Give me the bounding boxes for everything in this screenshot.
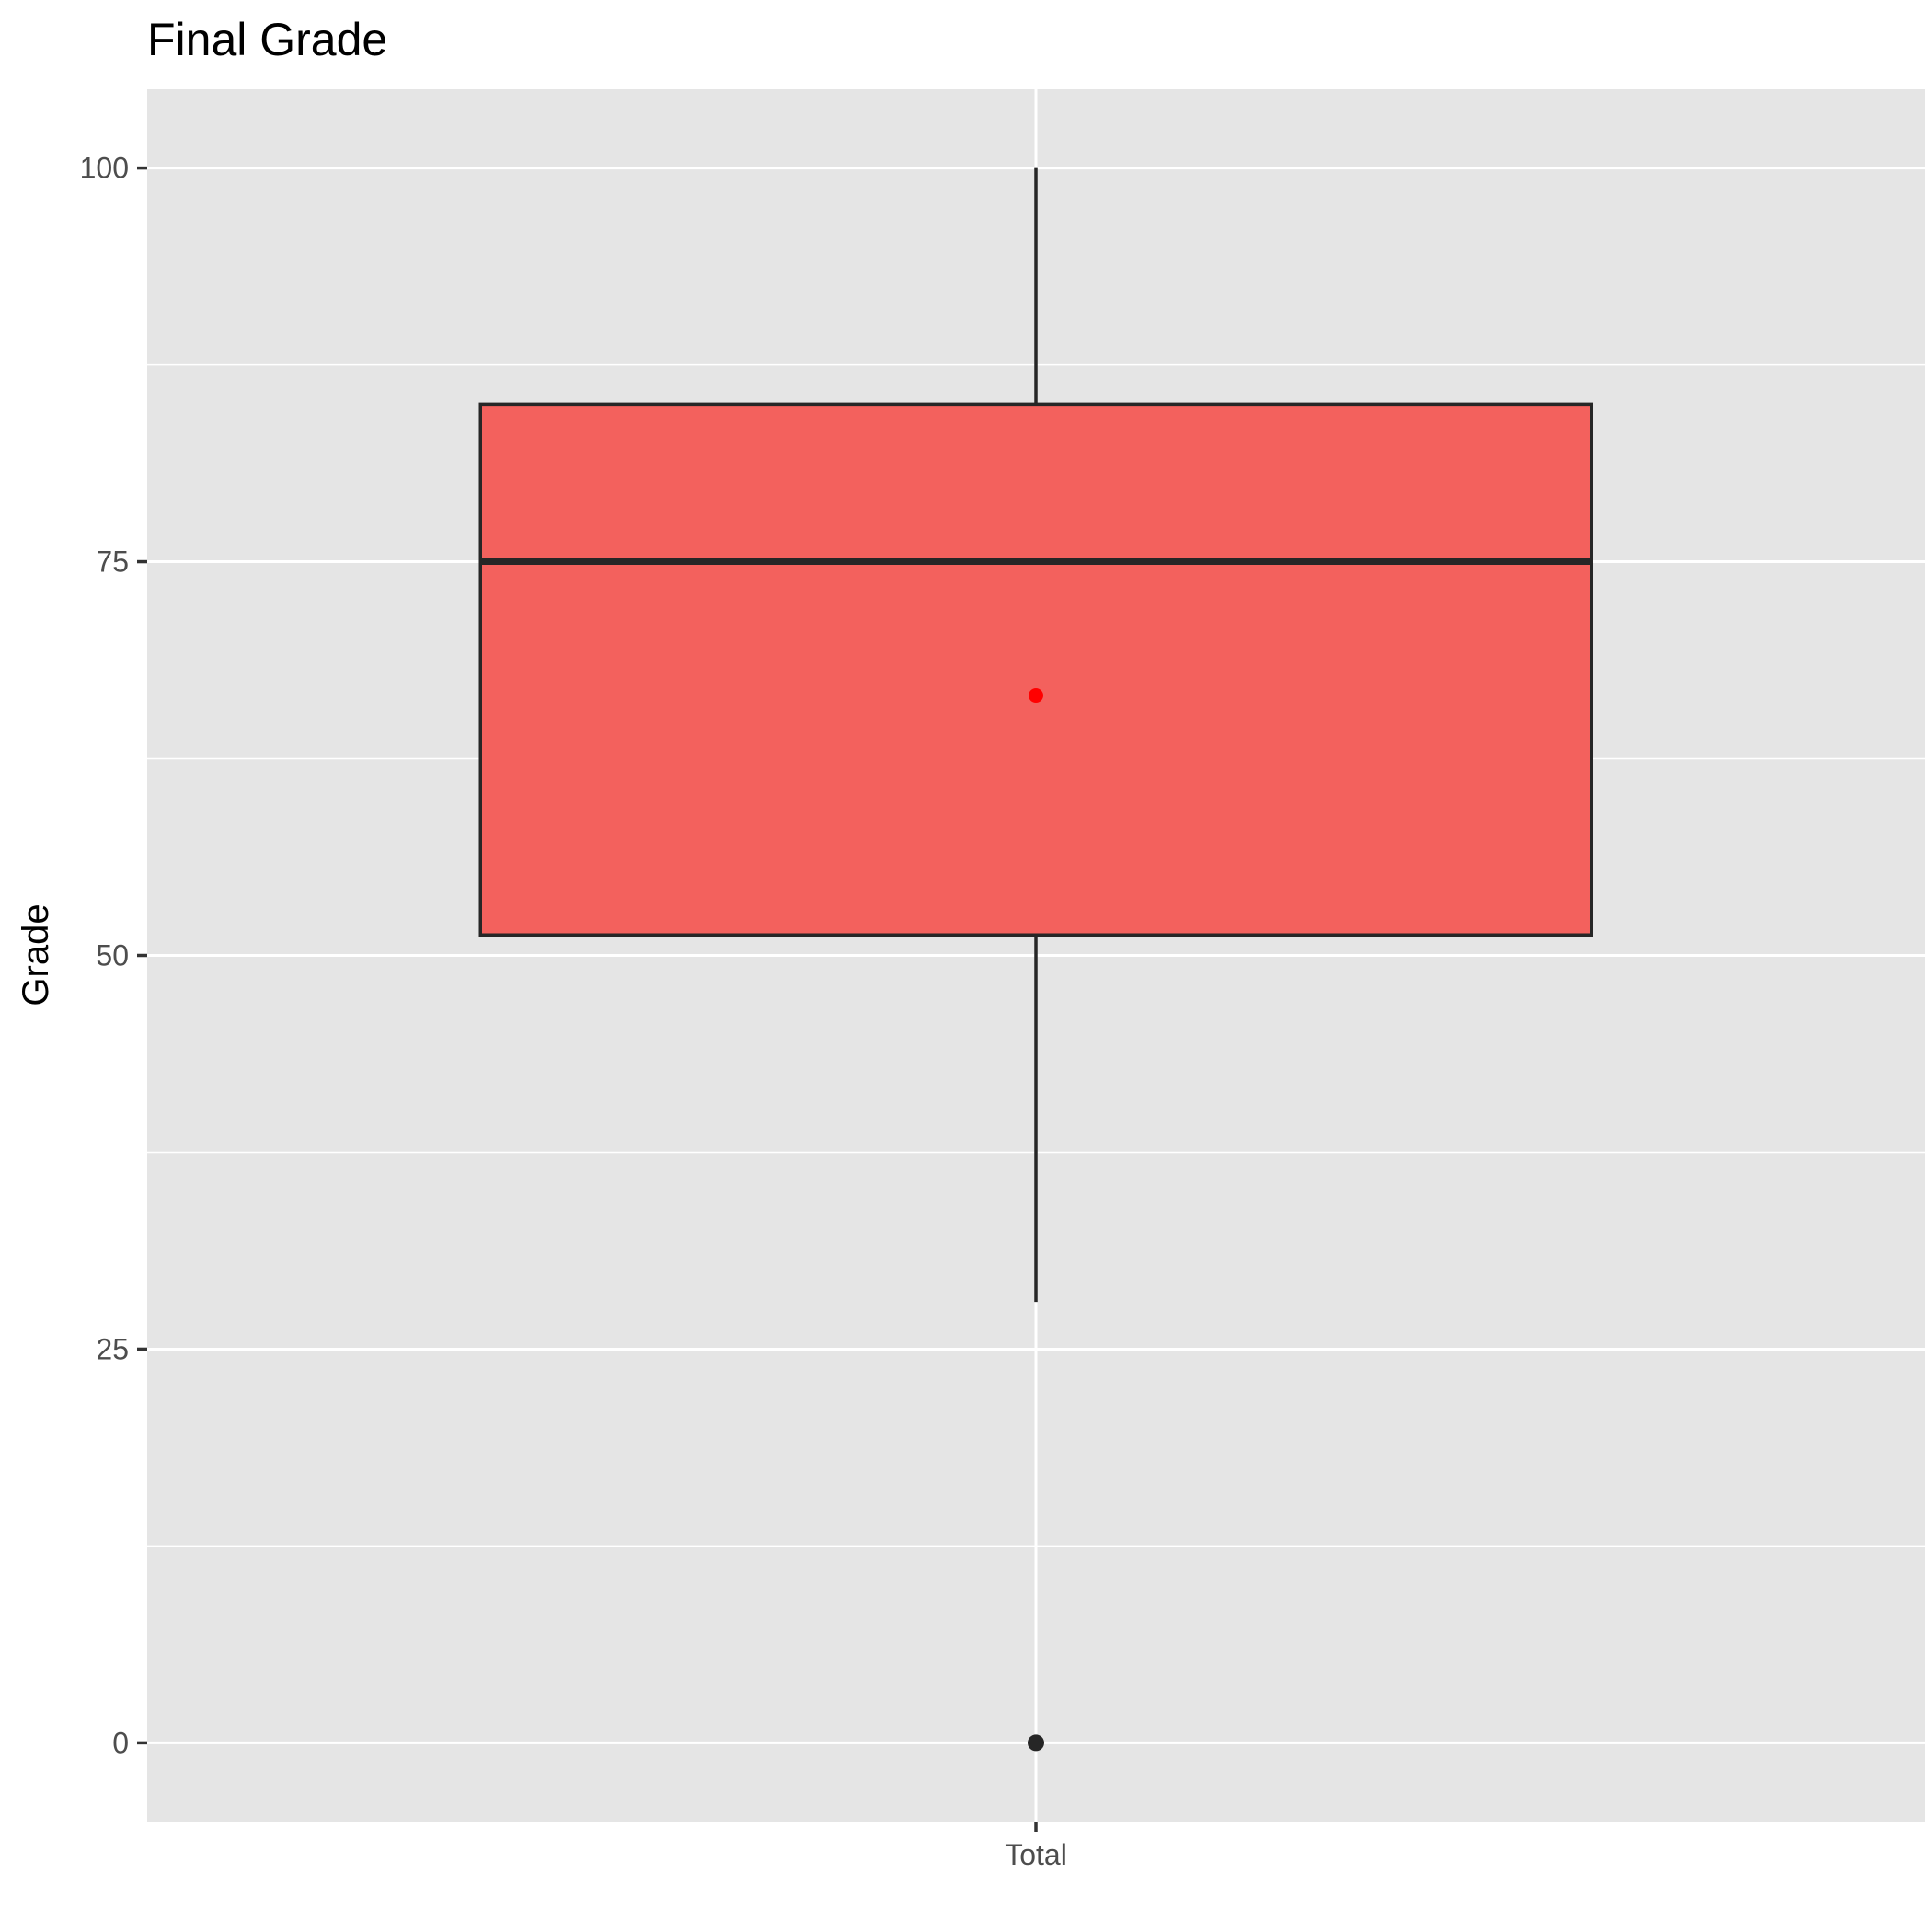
boxplot-group	[478, 167, 1593, 1752]
y-tick-label: 75	[96, 546, 129, 579]
box-iqr	[478, 402, 1593, 937]
x-tick-label: Total	[1005, 1838, 1067, 1871]
x-axis: Total	[1005, 1822, 1067, 1871]
outlier-point	[1028, 1734, 1044, 1752]
y-tick-label: 50	[96, 939, 129, 972]
mean-point	[1029, 688, 1043, 704]
y-axis: 0 25 50 75 100	[80, 152, 147, 1759]
y-tick-label: 100	[80, 152, 129, 185]
y-tick-label: 0	[112, 1726, 129, 1759]
y-tick-label: 25	[96, 1332, 129, 1365]
y-axis-label: Grade	[16, 903, 56, 1006]
chart-title: Final Grade	[147, 14, 387, 65]
